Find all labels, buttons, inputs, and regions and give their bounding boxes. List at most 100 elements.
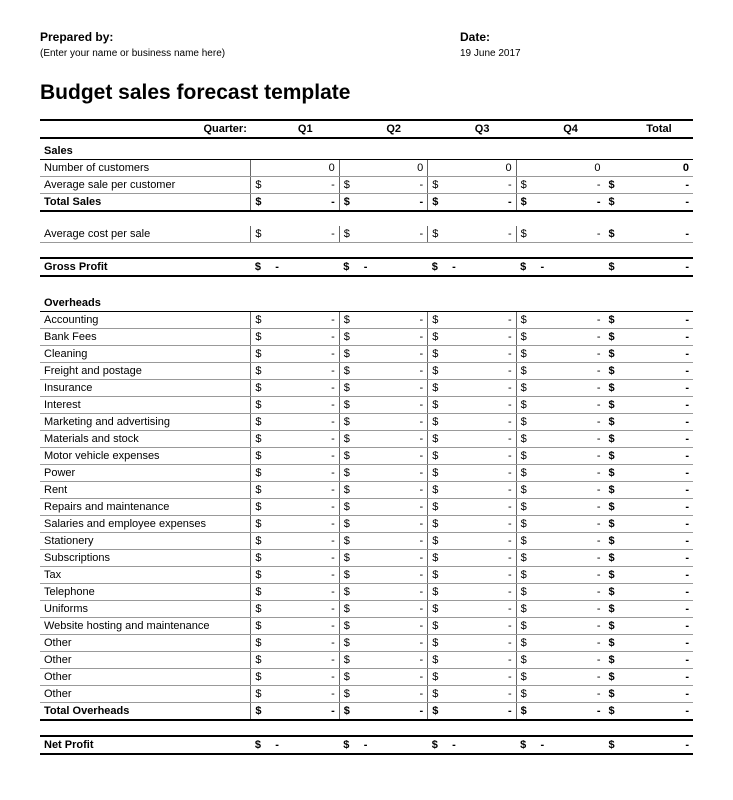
currency-symbol: $ — [251, 448, 271, 465]
cell-value: - — [448, 177, 516, 194]
row-overhead: Freight and postage$-$-$-$-$- — [40, 363, 693, 380]
cell-value: - — [271, 499, 339, 516]
row-overhead: Repairs and maintenance$-$-$-$-$- — [40, 499, 693, 516]
cell-value: - — [360, 618, 428, 635]
currency-symbol: $ — [251, 194, 271, 212]
row-total-overheads: Total Overheads$-$-$-$-$- — [40, 703, 693, 721]
quarter-label: Quarter: — [40, 120, 251, 138]
cell-value: - — [537, 736, 605, 754]
forecast-table: Quarter:Q1Q2Q3Q4TotalSales Number of cus… — [40, 119, 693, 755]
currency-symbol: $ — [339, 669, 359, 686]
cell-value: - — [271, 258, 339, 276]
currency-symbol: $ — [516, 601, 536, 618]
cell-total: - — [625, 652, 693, 669]
row-overhead: Rent$-$-$-$-$- — [40, 482, 693, 499]
currency-symbol: $ — [339, 550, 359, 567]
cell-value: - — [537, 380, 605, 397]
currency-symbol: $ — [428, 312, 448, 329]
cell-value: - — [271, 397, 339, 414]
cell-value: - — [448, 533, 516, 550]
cell-value: - — [360, 499, 428, 516]
row-overhead: Tax$-$-$-$-$- — [40, 567, 693, 584]
currency-symbol: $ — [251, 601, 271, 618]
currency-symbol: $ — [339, 618, 359, 635]
currency-symbol: $ — [339, 635, 359, 652]
currency-symbol: $ — [251, 226, 271, 243]
currency-symbol: $ — [251, 669, 271, 686]
currency-symbol: $ — [516, 465, 536, 482]
currency-symbol: $ — [516, 652, 536, 669]
cell-value: - — [448, 465, 516, 482]
currency-symbol: $ — [251, 516, 271, 533]
currency-symbol: $ — [516, 499, 536, 516]
currency-symbol: $ — [251, 652, 271, 669]
cell-value: 0 — [271, 160, 339, 177]
currency-symbol: $ — [251, 380, 271, 397]
row-overhead: Stationery$-$-$-$-$- — [40, 533, 693, 550]
cell-value: - — [271, 363, 339, 380]
currency-symbol: $ — [605, 635, 625, 652]
section-sales: Sales — [40, 138, 693, 160]
row-overhead: Other$-$-$-$-$- — [40, 652, 693, 669]
currency-symbol: $ — [516, 669, 536, 686]
cell-value: - — [448, 652, 516, 669]
row-overhead: Website hosting and maintenance$-$-$-$-$… — [40, 618, 693, 635]
cell-value: - — [271, 635, 339, 652]
cell-total: - — [625, 414, 693, 431]
currency-symbol: $ — [339, 226, 359, 243]
cell-value: - — [448, 567, 516, 584]
row-overhead: Insurance$-$-$-$-$- — [40, 380, 693, 397]
cell-value: - — [448, 482, 516, 499]
cell-value: - — [448, 703, 516, 721]
column-header: Q2 — [360, 120, 428, 138]
cell-value: - — [537, 414, 605, 431]
cell-value: - — [448, 397, 516, 414]
currency-symbol: $ — [339, 194, 359, 212]
currency-symbol: $ — [605, 482, 625, 499]
currency-symbol: $ — [339, 567, 359, 584]
cell-total: - — [625, 226, 693, 243]
cell-value: - — [448, 686, 516, 703]
cell-value: - — [271, 601, 339, 618]
currency-symbol: $ — [339, 703, 359, 721]
header: Prepared by: (Enter your name or busines… — [40, 30, 693, 73]
currency-symbol: $ — [605, 258, 625, 276]
cell-value: - — [360, 363, 428, 380]
cell-value: - — [271, 584, 339, 601]
cell-value: - — [448, 194, 516, 212]
cell-total: - — [625, 533, 693, 550]
cell-value: - — [271, 465, 339, 482]
currency-symbol: $ — [251, 312, 271, 329]
currency-symbol: $ — [251, 482, 271, 499]
cell-value: - — [448, 550, 516, 567]
cell-value: - — [271, 448, 339, 465]
currency-symbol: $ — [339, 312, 359, 329]
currency-symbol: $ — [428, 397, 448, 414]
currency-symbol: $ — [251, 431, 271, 448]
currency-symbol: $ — [339, 652, 359, 669]
cell-value: - — [271, 194, 339, 212]
currency-symbol: $ — [339, 465, 359, 482]
currency-symbol: $ — [428, 380, 448, 397]
currency-symbol: $ — [251, 329, 271, 346]
cell-value: - — [271, 312, 339, 329]
cell-value: - — [448, 226, 516, 243]
cell-value: - — [537, 499, 605, 516]
cell-value: - — [448, 329, 516, 346]
date-value: 19 June 2017 — [460, 48, 693, 59]
cell-value: - — [537, 431, 605, 448]
cell-value: - — [448, 736, 516, 754]
currency-symbol: $ — [339, 380, 359, 397]
cell-value: - — [537, 652, 605, 669]
cell-value: - — [360, 346, 428, 363]
currency-symbol: $ — [428, 584, 448, 601]
cell-value: - — [360, 448, 428, 465]
row-overhead: Interest$-$-$-$-$- — [40, 397, 693, 414]
cell-value: - — [271, 686, 339, 703]
cell-total: - — [625, 363, 693, 380]
cell-value: - — [448, 584, 516, 601]
currency-symbol: $ — [516, 686, 536, 703]
currency-symbol: $ — [428, 550, 448, 567]
currency-symbol: $ — [428, 465, 448, 482]
currency-symbol: $ — [251, 618, 271, 635]
